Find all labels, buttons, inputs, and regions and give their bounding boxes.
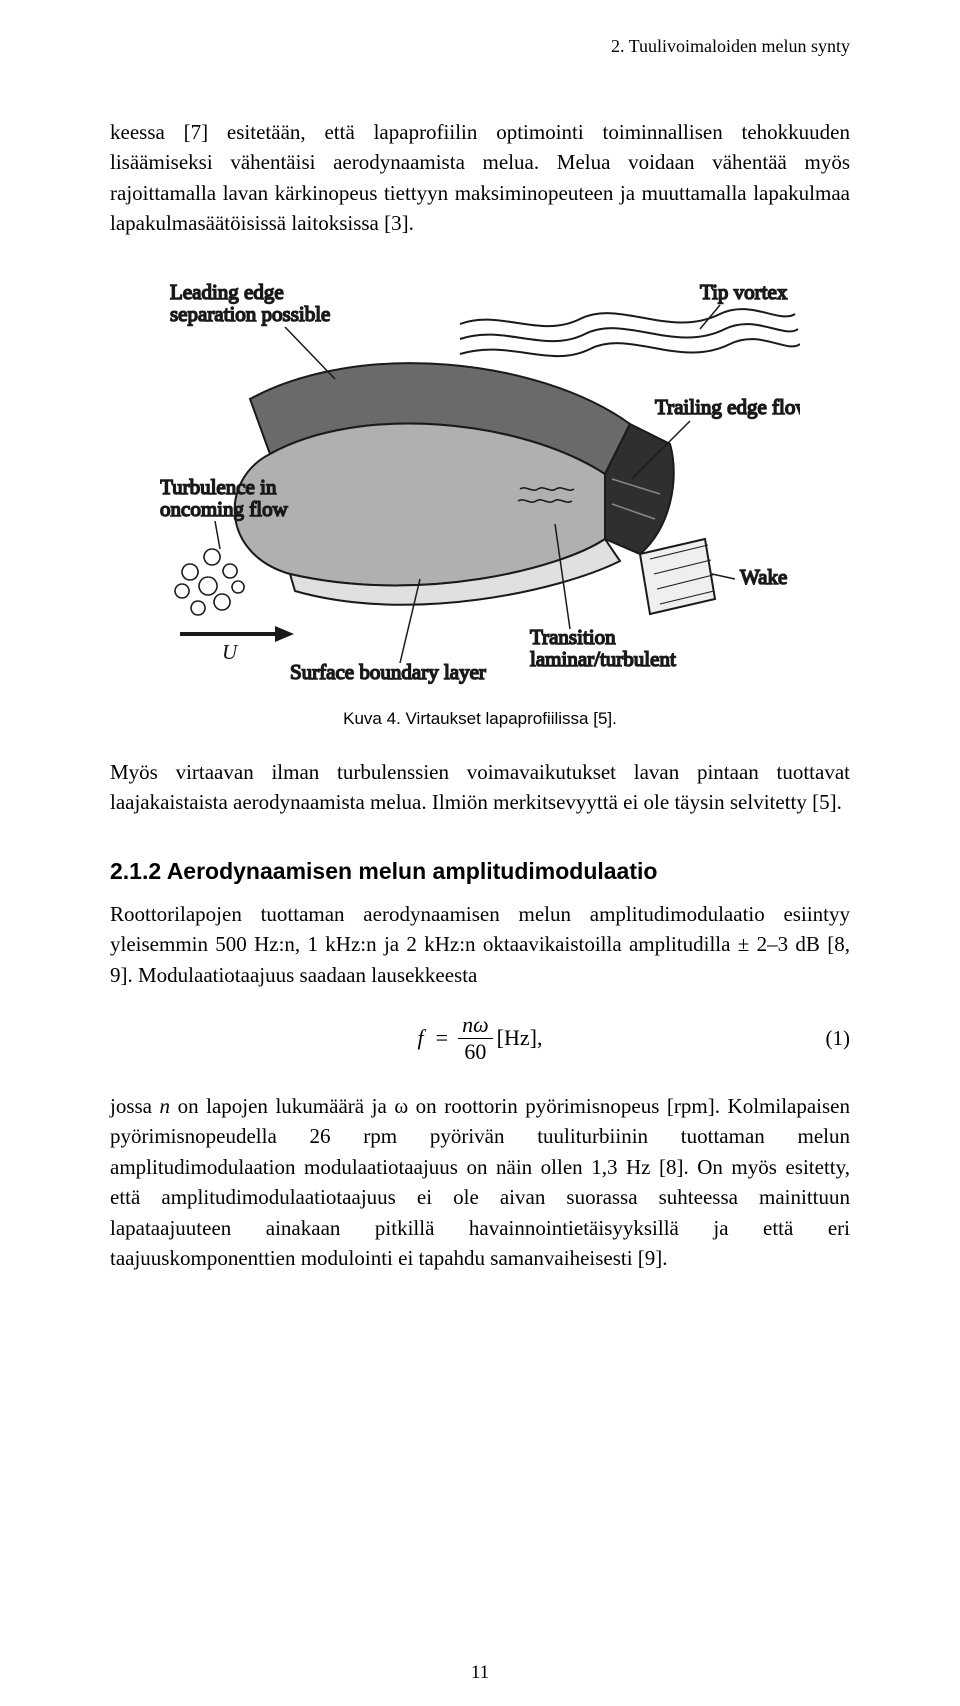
running-head: 2. Tuulivoimaloiden melun synty — [110, 36, 850, 57]
tip-vortex-lines — [460, 309, 800, 356]
page: 2. Tuulivoimaloiden melun synty keessa [… — [0, 0, 960, 1706]
eq-numerator: nω — [458, 1012, 493, 1039]
paragraph-2: Myös virtaavan ilman turbulenssien voima… — [110, 757, 850, 818]
label-tip-vortex: Tip vortex — [700, 280, 788, 304]
label-turbulence: Turbulence in oncoming flow — [160, 475, 289, 521]
turbulence-bubbles — [175, 549, 244, 615]
paragraph-3: Roottorilapojen tuottaman aerodynaamisen… — [110, 899, 850, 990]
eq-lhs: f — [418, 1025, 424, 1051]
paragraph-1: keessa [7] esitetään, että lapaprofiilin… — [110, 117, 850, 239]
label-transition: Transition laminar/turbulent — [530, 625, 676, 671]
eq-number: (1) — [826, 1026, 851, 1051]
eq-unit: [Hz], — [497, 1025, 543, 1051]
equation-1: f = nω 60 [Hz], (1) — [110, 1012, 850, 1065]
airfoil-diagram: Leading edge separation possible Tip vor… — [160, 269, 800, 689]
subsection-heading-2-1-2: 2.1.2 Aerodynaamisen melun amplitudimodu… — [110, 858, 850, 885]
paragraph-4: jossa n on lapojen lukumäärä ja ω on roo… — [110, 1091, 850, 1274]
wake-plate — [640, 539, 715, 614]
u-arrow: U — [180, 626, 294, 664]
label-leading-edge: Leading edge separation possible — [170, 280, 330, 326]
label-wake: Wake — [740, 565, 787, 589]
para4-n-italic: n — [160, 1094, 171, 1118]
page-number: 11 — [0, 1662, 960, 1684]
label-trailing-edge-flow: Trailing edge flow — [655, 395, 800, 419]
figure-4: Leading edge separation possible Tip vor… — [110, 269, 850, 729]
eq-equals: = — [436, 1025, 448, 1051]
eq-denominator: 60 — [458, 1039, 493, 1065]
airfoil-shape — [235, 363, 674, 605]
para4-b: on lapojen lukumäärä ja ω on roottorin p… — [110, 1094, 850, 1270]
para4-a: jossa — [110, 1094, 160, 1118]
label-surface-boundary: Surface boundary layer — [290, 660, 486, 684]
figure-4-caption: Kuva 4. Virtaukset lapaprofiilissa [5]. — [110, 709, 850, 729]
eq-fraction: nω 60 — [458, 1012, 493, 1065]
label-u: U — [222, 640, 239, 664]
